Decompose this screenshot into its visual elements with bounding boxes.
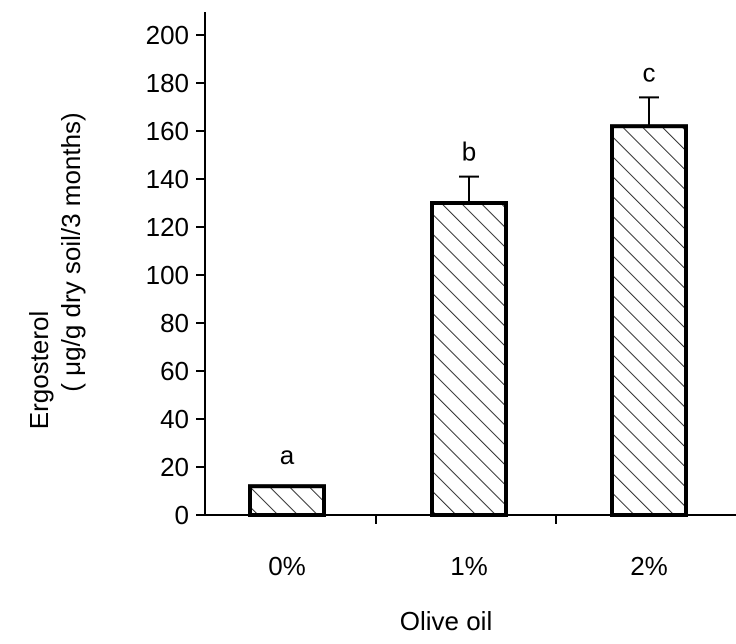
x-axis: 0% 1% 2% <box>205 514 736 581</box>
y-axis-title-line2: ( μg/g dry soil/3 months) <box>56 112 86 391</box>
x-axis-title: Olive oil <box>400 606 492 636</box>
significance-label: b <box>462 137 476 167</box>
y-tick-label: 20 <box>160 452 189 482</box>
y-axis-title-units: ( μg/g dry soil/3 months) <box>56 112 86 391</box>
y-tick-label: 40 <box>160 404 189 434</box>
y-tick-label: 100 <box>146 260 189 290</box>
y-tick-label: 60 <box>160 356 189 386</box>
x-tick-label: 0% <box>268 551 306 581</box>
y-tick-label: 0 <box>175 500 189 530</box>
significance-label: a <box>280 440 295 470</box>
y-tick-label: 180 <box>146 68 189 98</box>
y-tick-label: 140 <box>146 164 189 194</box>
y-tick-label: 80 <box>160 308 189 338</box>
significance-label: c <box>643 57 656 87</box>
bars: a b c <box>248 57 688 518</box>
y-axis-title-line1: Ergosterol <box>24 311 54 430</box>
y-tick-label: 200 <box>146 20 189 50</box>
y-tick-label: 160 <box>146 116 189 146</box>
x-tick-label: 2% <box>630 551 668 581</box>
x-tick-label: 1% <box>450 551 488 581</box>
y-axis: 0 20 40 60 80 100 120 140 160 180 200 <box>146 12 206 530</box>
bar <box>248 484 326 518</box>
y-tick-label: 120 <box>146 212 189 242</box>
bar <box>430 201 508 517</box>
bar <box>610 124 688 517</box>
y-axis-title: Ergosterol <box>24 311 54 430</box>
